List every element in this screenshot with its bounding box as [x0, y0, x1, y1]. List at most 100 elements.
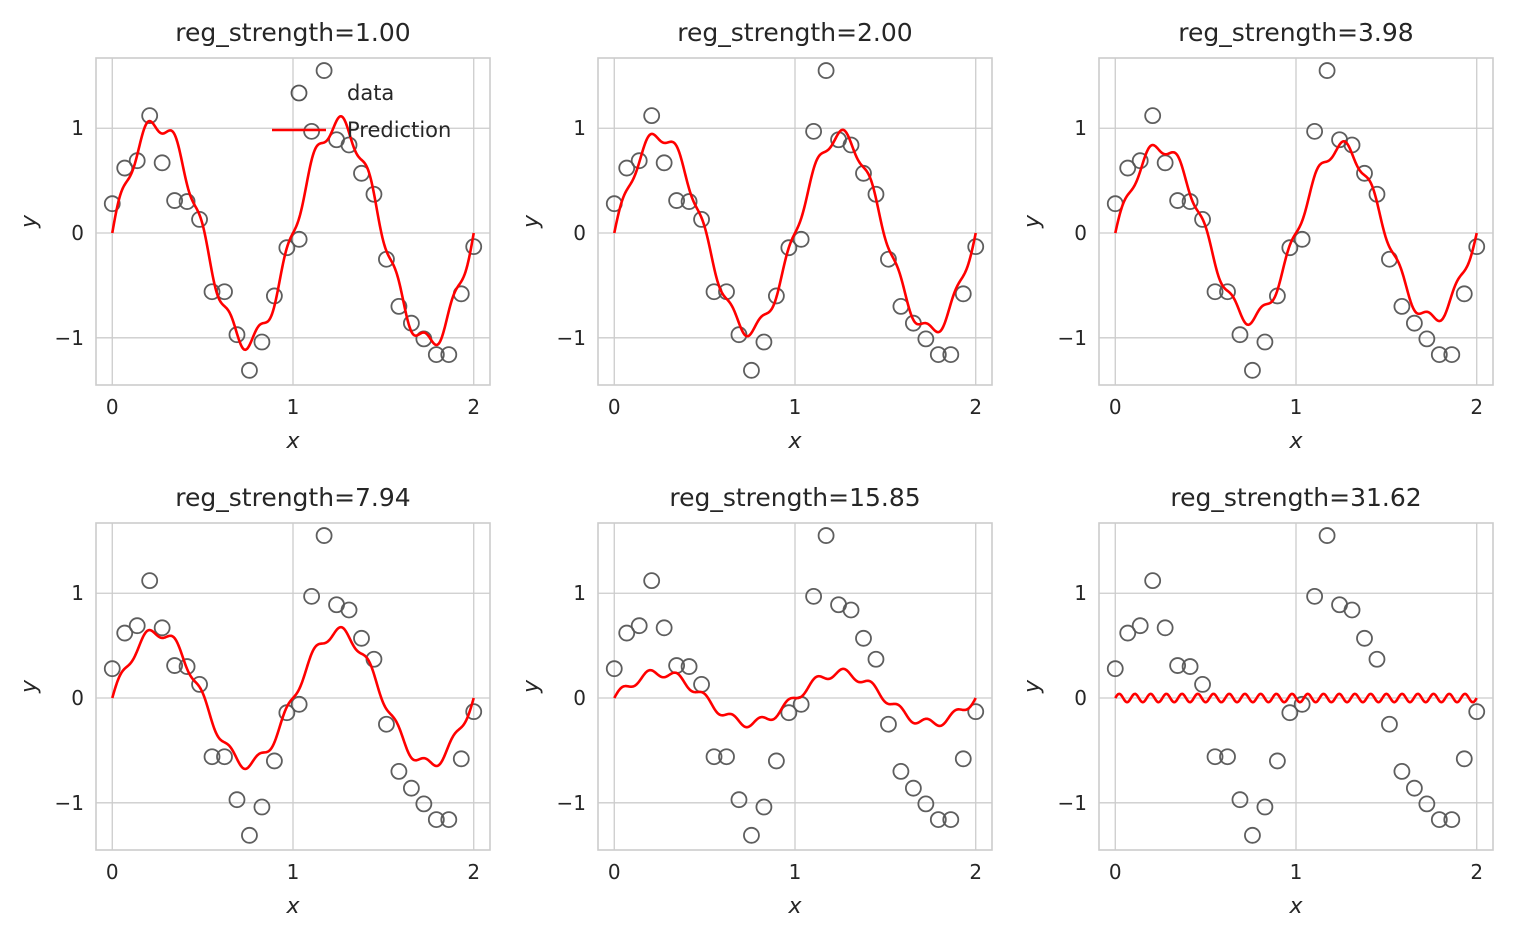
data-point	[128, 617, 146, 635]
data-point	[1194, 211, 1211, 228]
data-point	[1430, 811, 1448, 829]
data-point	[942, 811, 960, 829]
axes-frame	[95, 57, 491, 386]
data-point	[1219, 748, 1236, 766]
x-tick-label: 0	[608, 395, 621, 419]
data-point	[767, 287, 785, 305]
data-point	[680, 658, 698, 675]
data-point	[630, 617, 648, 635]
data-point	[178, 658, 196, 675]
data-point	[290, 230, 308, 248]
legend-label-prediction: Prediction	[347, 118, 451, 142]
data-point	[1356, 629, 1373, 647]
data-point	[1306, 587, 1324, 605]
data-point	[228, 791, 246, 809]
data-point	[1144, 572, 1162, 590]
data-point	[1468, 703, 1486, 721]
y-tick-label: −1	[55, 326, 84, 350]
data-point	[1256, 333, 1274, 351]
y-tick-label: −1	[557, 326, 586, 350]
data-point	[1119, 159, 1137, 177]
data-point	[1181, 658, 1199, 675]
data-point	[967, 703, 985, 721]
x-tick-label: 2	[467, 860, 480, 884]
data-point	[353, 629, 370, 647]
data-point	[805, 122, 823, 140]
x-tick-label: 0	[1109, 395, 1122, 419]
y-tick-label: 1	[71, 116, 84, 140]
y-tick-label: 0	[573, 686, 586, 710]
x-tick-label: 2	[969, 860, 982, 884]
data-point	[817, 62, 835, 79]
data-point	[867, 650, 885, 668]
data-point	[1281, 239, 1299, 257]
y-tick-label: 1	[573, 581, 586, 605]
data-point	[103, 195, 121, 213]
data-point	[1231, 326, 1249, 344]
data-point	[1306, 122, 1324, 140]
axes-frame	[95, 522, 491, 851]
data-point	[655, 154, 673, 172]
data-point	[1430, 346, 1448, 364]
data-point	[718, 748, 735, 766]
data-point	[253, 333, 271, 351]
data-point	[390, 297, 408, 315]
data-point	[805, 587, 823, 605]
x-tick-label: 1	[789, 395, 802, 419]
data-point	[1418, 795, 1436, 813]
y-axis-label: y	[519, 679, 544, 694]
y-tick-label: 0	[71, 686, 84, 710]
data-point	[954, 285, 972, 303]
data-point	[904, 779, 922, 797]
data-point	[1119, 624, 1137, 642]
data-point	[241, 826, 258, 844]
y-tick-label: 1	[1074, 116, 1087, 140]
data-point	[1144, 107, 1162, 125]
data-point	[1106, 660, 1124, 678]
data-point	[315, 527, 333, 544]
data-point	[1443, 811, 1461, 829]
y-axis-label: y	[1020, 214, 1045, 229]
data-point	[618, 159, 636, 177]
data-point	[1156, 154, 1174, 172]
x-tick-label: 0	[106, 395, 119, 419]
data-point	[705, 748, 723, 766]
data-point	[290, 695, 308, 713]
data-point	[1293, 695, 1311, 713]
data-point	[216, 748, 233, 766]
x-tick-label: 0	[106, 860, 119, 884]
y-tick-label: 0	[573, 221, 586, 245]
data-point	[792, 230, 810, 248]
data-point	[780, 239, 798, 257]
data-point	[402, 779, 420, 797]
data-point	[817, 527, 835, 544]
x-axis-label: x	[285, 894, 300, 919]
panel-title: reg_strength=3.98	[1178, 18, 1413, 47]
panel-title: reg_strength=2.00	[677, 18, 912, 47]
data-point	[880, 715, 897, 733]
data-point	[618, 624, 636, 642]
y-tick-label: 1	[1074, 581, 1087, 605]
prediction-line	[613, 667, 977, 729]
x-axis-label: x	[1288, 894, 1303, 919]
data-point	[743, 361, 760, 379]
data-point	[427, 346, 445, 364]
data-point	[340, 601, 358, 619]
data-point	[340, 136, 358, 154]
x-tick-label: 1	[1290, 860, 1303, 884]
data-point	[153, 154, 171, 172]
y-tick-label: 1	[71, 581, 84, 605]
data-point	[440, 346, 458, 364]
x-tick-label: 2	[969, 395, 982, 419]
y-axis-label: y	[519, 214, 544, 229]
data-point	[730, 791, 748, 809]
data-point	[253, 798, 271, 816]
data-point	[1455, 750, 1473, 768]
data-point	[1206, 283, 1224, 301]
data-point	[1368, 650, 1386, 668]
legend-label-data: data	[347, 81, 394, 105]
data-point	[842, 601, 860, 619]
x-tick-label: 1	[287, 395, 300, 419]
